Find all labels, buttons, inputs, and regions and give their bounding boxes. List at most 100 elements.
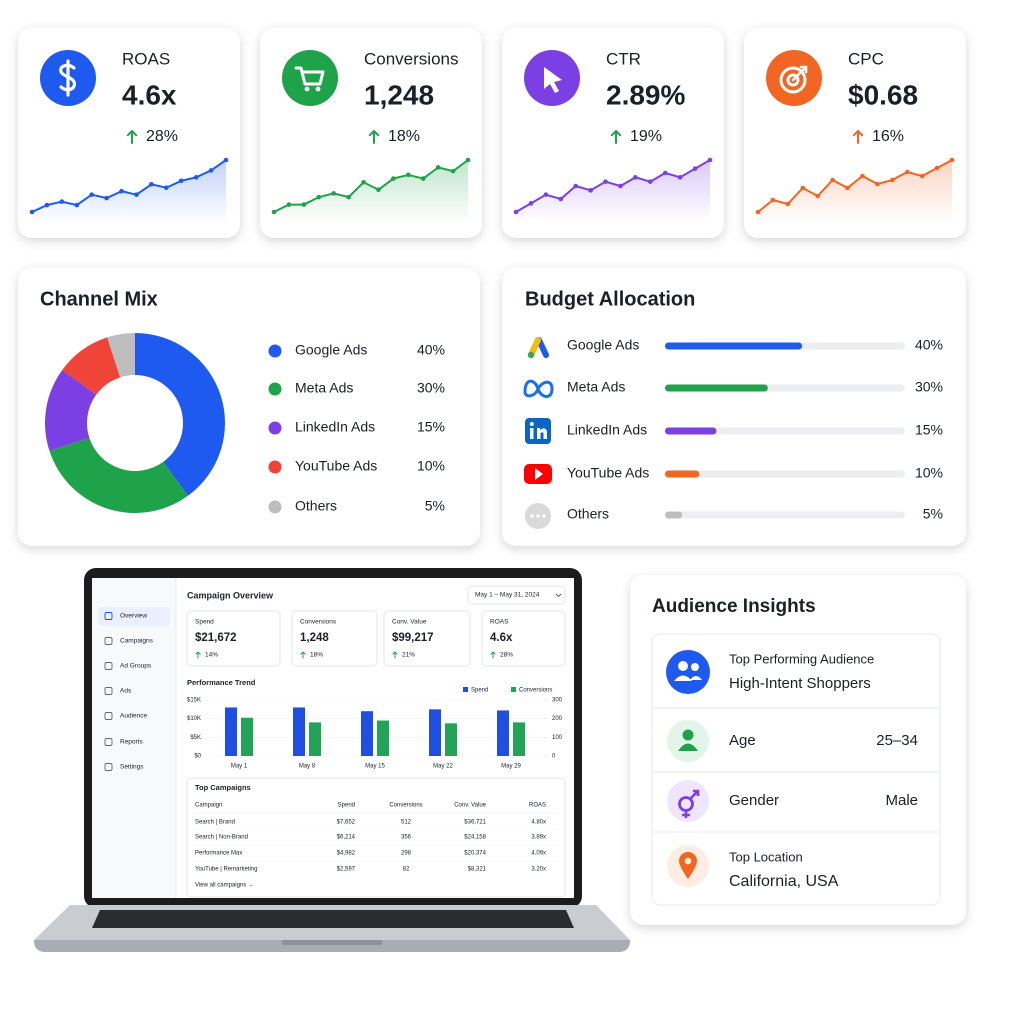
- budget-bar: [665, 384, 768, 392]
- sparkline-dot: [178, 178, 184, 184]
- sparkline-dot: [164, 185, 169, 191]
- x-tick-label: May 8: [299, 764, 316, 770]
- audience-value: California, USA: [729, 873, 839, 890]
- budget-icons-part: [535, 468, 543, 480]
- sparkline-dot: [528, 201, 534, 206]
- sparkline-dot: [770, 197, 776, 203]
- sparkline-dot: [633, 175, 638, 180]
- sparkline-dot: [149, 181, 154, 187]
- laptop-part: [282, 940, 382, 945]
- budget-icons-part: [536, 514, 540, 518]
- card-title: Audience Insights: [652, 596, 816, 617]
- bar: [377, 720, 389, 756]
- legend-value: 30%: [417, 380, 445, 396]
- audience-box-part: [678, 661, 688, 671]
- kpi-value: 4.6x: [122, 79, 177, 110]
- legend-value: 5%: [425, 498, 445, 514]
- budget-icons-part: [527, 351, 535, 359]
- sparkline-dot: [361, 179, 366, 185]
- donut-slice: [49, 437, 188, 513]
- laptop-part: [186, 610, 281, 667]
- legend-dot: [268, 460, 282, 474]
- laptop-part: [467, 585, 566, 605]
- nav-item[interactable]: Campaigns: [120, 638, 154, 645]
- sparkline-dot: [104, 195, 109, 201]
- nav-item[interactable]: Settings: [120, 764, 144, 771]
- kpi-icons-part: [59, 59, 77, 97]
- bar: [445, 723, 457, 756]
- nav-item[interactable]: Reports: [120, 739, 144, 746]
- budget-bar: [665, 427, 717, 435]
- kpi-icons-part: [544, 67, 562, 93]
- sparkline-area: [32, 160, 226, 222]
- mini-kpi-value: $21,672: [195, 632, 237, 644]
- audience-value: High-Intent Shoppers: [729, 675, 871, 692]
- table-cell: YouTube | Remarketing: [195, 867, 257, 873]
- sparkline-dot: [513, 209, 519, 215]
- nav-icon: [104, 738, 113, 746]
- legend-dot: [268, 382, 282, 396]
- audience-label: Gender: [729, 792, 779, 809]
- budget-label: Others: [567, 506, 609, 522]
- legend-label: LinkedIn Ads: [295, 419, 375, 435]
- nav-icon: [104, 612, 113, 620]
- nav-icon: [104, 763, 113, 771]
- mini-kpi-label: Spend: [195, 619, 214, 626]
- sparkline-area: [274, 160, 468, 222]
- audience-box-part: [684, 857, 692, 865]
- sparkline-dot: [558, 196, 564, 202]
- kpi-change: 16%: [872, 128, 904, 145]
- legend-swatch: [511, 687, 516, 692]
- mini-kpi-change: 14%: [205, 652, 218, 659]
- table-header: Conversions: [389, 803, 422, 809]
- budget-bar: [665, 342, 803, 350]
- sparkline-dot: [134, 192, 139, 197]
- mini-kpi-label: Conv. Value: [392, 619, 427, 626]
- sparkline-dot: [193, 175, 199, 180]
- sparkline-dot: [934, 165, 940, 171]
- table-cell: 4.09x: [531, 851, 546, 857]
- date-range[interactable]: May 1 – May 31, 2024: [475, 592, 540, 599]
- sparkline: [515, 159, 711, 213]
- sparkline-dot: [223, 157, 229, 163]
- sparkline-dot: [588, 188, 593, 193]
- sparkline-dot: [875, 181, 880, 187]
- budget-value: 30%: [915, 379, 943, 395]
- nav-item[interactable]: Ad Groups: [120, 663, 152, 670]
- chart-title: Performance Trend: [187, 678, 256, 687]
- legend-label: Spend: [471, 688, 488, 694]
- nav-icon: [104, 687, 113, 695]
- table-cell: Search | Non-Brand: [195, 835, 248, 841]
- sparkline-dot: [271, 209, 277, 215]
- donut-slice: [107, 333, 135, 378]
- audience-value: 25–34: [876, 732, 918, 749]
- table-cell: $36,721: [464, 820, 486, 826]
- budget-icons-part: [537, 428, 547, 439]
- nav-item[interactable]: Audience: [120, 713, 147, 720]
- audience-box-part: [678, 743, 698, 751]
- kpi-icons-part: [791, 65, 808, 82]
- nav-item[interactable]: Overview: [120, 613, 147, 620]
- audience-box-part: [667, 720, 709, 762]
- sparkline-dot: [845, 185, 850, 191]
- budget-track: [665, 511, 905, 519]
- legend-swatch: [463, 687, 468, 692]
- sparkline-dot: [603, 179, 608, 184]
- kpi-icons-part: [304, 86, 310, 92]
- kpi-value: $0.68: [848, 79, 918, 110]
- mini-kpi-label: Conversions: [300, 619, 337, 626]
- laptop-part: [383, 610, 471, 667]
- table-header: Conv. Value: [454, 803, 486, 809]
- budget-label: LinkedIn Ads: [567, 422, 647, 438]
- budget-label: Meta Ads: [567, 379, 625, 395]
- bar: [513, 722, 525, 756]
- kpi-change: 19%: [630, 128, 662, 145]
- nav-item[interactable]: Ads: [120, 688, 132, 695]
- sparkline-dot: [119, 188, 124, 194]
- up-arrow: [195, 651, 201, 659]
- sparkline-dot: [707, 157, 713, 163]
- table-cell: $24,158: [464, 835, 486, 841]
- table-link[interactable]: View all campaigns →: [195, 883, 254, 889]
- nav-icon: [104, 637, 113, 645]
